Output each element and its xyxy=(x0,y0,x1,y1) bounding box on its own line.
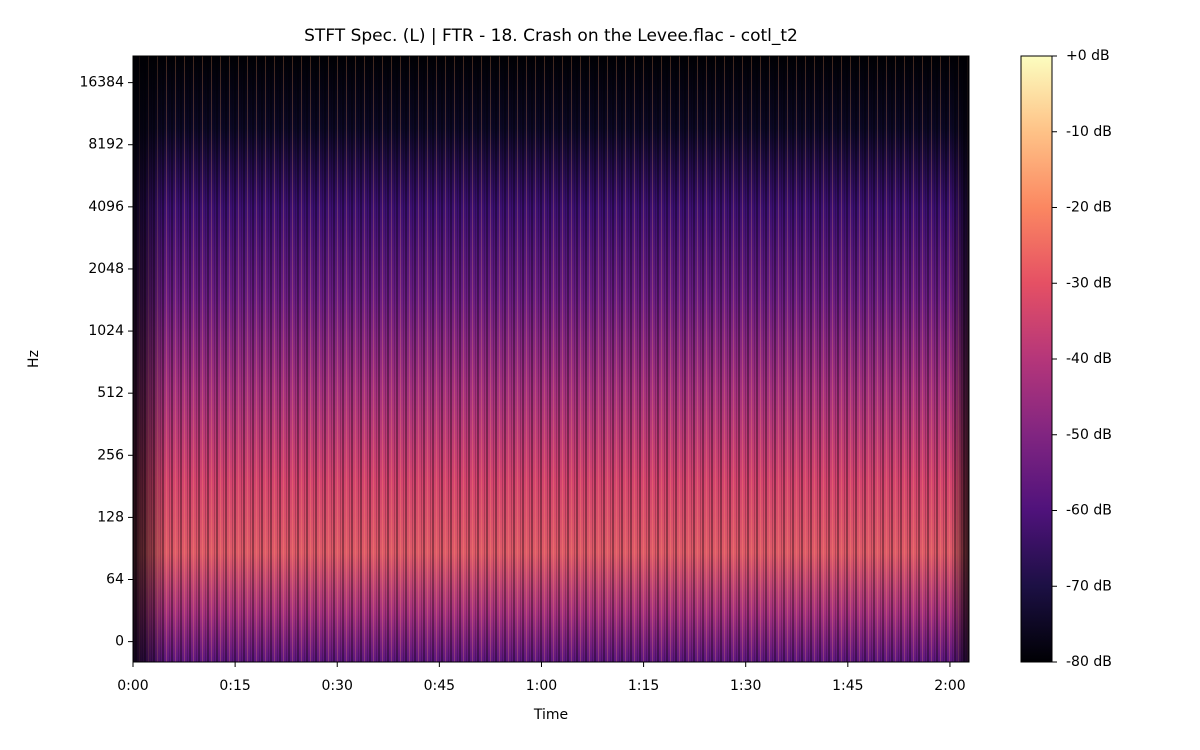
y-tick-label: 64 xyxy=(106,572,124,588)
y-tick-label: 2048 xyxy=(88,261,124,277)
x-tick-label: 0:45 xyxy=(424,678,455,694)
chart-title: STFT Spec. (L) | FTR - 18. Crash on the … xyxy=(304,26,798,46)
colorbar-tick-label: -60 dB xyxy=(1066,503,1112,519)
colorbar-tick-label: +0 dB xyxy=(1066,48,1110,64)
x-tick-label: 0:30 xyxy=(322,678,353,694)
y-axis-label: Hz xyxy=(26,350,42,368)
y-tick-label: 512 xyxy=(97,385,124,401)
colorbar-tick-label: -40 dB xyxy=(1066,351,1112,367)
x-tick-label: 0:00 xyxy=(117,678,148,694)
x-tick-label: 2:00 xyxy=(934,678,965,694)
colorbar-tick-label: -80 dB xyxy=(1066,654,1112,670)
colorbar-tick-label: -70 dB xyxy=(1066,578,1112,594)
colorbar-tick-label: -50 dB xyxy=(1066,427,1112,443)
spectrogram-edges xyxy=(133,56,969,662)
x-tick-label: 1:00 xyxy=(526,678,557,694)
x-axis-label: Time xyxy=(533,707,568,723)
y-tick-label: 1024 xyxy=(88,323,124,339)
colorbar xyxy=(1020,55,1053,663)
x-tick-label: 1:15 xyxy=(628,678,659,694)
colorbar-tick-label: -30 dB xyxy=(1066,275,1112,291)
colorbar-tick-label: -10 dB xyxy=(1066,124,1112,140)
y-tick-label: 4096 xyxy=(88,199,124,215)
x-tick-label: 0:15 xyxy=(219,678,250,694)
x-tick-label: 1:45 xyxy=(832,678,863,694)
y-tick-label: 128 xyxy=(97,509,124,525)
plot-frame xyxy=(132,55,970,663)
y-tick-label: 16384 xyxy=(79,75,124,91)
y-tick-label: 256 xyxy=(97,447,124,463)
y-tick-label: 8192 xyxy=(88,137,124,153)
colorbar-tick-label: -20 dB xyxy=(1066,200,1112,216)
x-tick-label: 1:30 xyxy=(730,678,761,694)
spectrogram-image xyxy=(133,56,969,662)
y-tick-label: 0 xyxy=(115,634,124,650)
